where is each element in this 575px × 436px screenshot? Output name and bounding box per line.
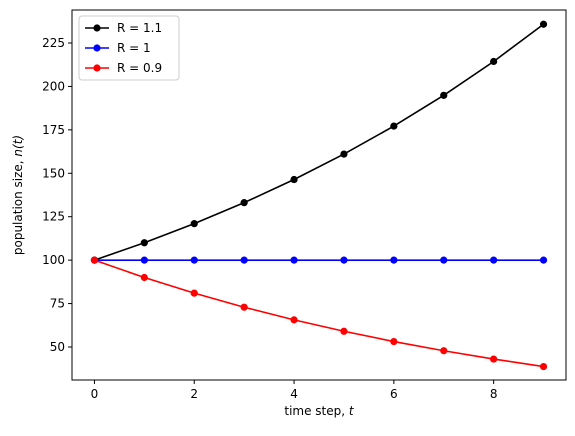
x-tick-label: 4 [290, 387, 298, 401]
series-point-2 [340, 327, 348, 335]
x-tick-label: 8 [490, 387, 498, 401]
series-point-0 [190, 220, 198, 228]
y-axis-label: population size, n(t) [11, 135, 25, 255]
series-point-1 [190, 256, 198, 264]
x-axis-label-variable: t [349, 404, 355, 418]
series-point-1 [539, 256, 548, 264]
series-line-2 [94, 259, 544, 368]
y-tick-label: 200 [42, 79, 65, 93]
series-point-1 [390, 256, 398, 264]
y-tick-label: 175 [42, 123, 65, 137]
y-tick-label: 125 [42, 210, 65, 224]
plot-layer [90, 20, 548, 371]
series-point-2 [240, 303, 248, 311]
x-axis-label-main: time step, [284, 404, 349, 418]
y-tick-label: 100 [42, 253, 65, 267]
x-tick-label: 0 [91, 387, 99, 401]
series-point-1 [440, 256, 448, 264]
legend-label: R = 1.1 [117, 21, 162, 35]
legend-label: R = 1 [117, 41, 151, 55]
y-axis-label-main: population size, [11, 157, 25, 256]
series-point-0 [340, 150, 348, 158]
y-tick-label: 50 [50, 340, 65, 354]
legend-label: R = 0.9 [117, 61, 162, 75]
series-point-0 [390, 122, 398, 130]
legend: R = 1.1 R = 1 R = 0.9 [78, 15, 180, 81]
series-point-1 [240, 256, 248, 264]
series-point-1 [140, 256, 148, 264]
series-point-2 [90, 256, 99, 264]
y-tick-label: 150 [42, 166, 65, 180]
series-point-1 [290, 256, 298, 264]
series-point-0 [490, 57, 498, 66]
series-point-2 [290, 316, 298, 324]
series-point-2 [140, 273, 148, 282]
series-point-2 [190, 289, 198, 297]
legend-box [78, 15, 180, 81]
y-tick-label: 225 [42, 36, 65, 50]
series-point-1 [340, 256, 348, 264]
series-point-0 [440, 91, 448, 99]
series-line-0 [94, 23, 545, 261]
x-tick-label: 6 [390, 387, 398, 401]
x-axis-label: time step, t [284, 404, 355, 418]
legend-marker [93, 64, 101, 72]
series-point-0 [240, 199, 248, 207]
series-point-1 [490, 256, 498, 264]
series-point-0 [539, 20, 548, 28]
series-point-2 [390, 337, 398, 346]
legend-marker [93, 44, 101, 52]
y-axis-label-variable: n(t) [11, 135, 25, 157]
y-tick-label: 75 [50, 297, 65, 311]
x-tick-label: 2 [190, 387, 198, 401]
series-point-2 [490, 355, 498, 363]
ticks-layer: 0 2 4 6 8 50 75 100 125 150 175 200 225 [42, 36, 497, 401]
series-point-2 [539, 362, 548, 371]
axes-frame [71, 9, 567, 381]
legend-marker [93, 24, 101, 32]
series-point-0 [140, 239, 148, 247]
series-point-0 [290, 175, 298, 184]
series-point-2 [440, 347, 448, 355]
